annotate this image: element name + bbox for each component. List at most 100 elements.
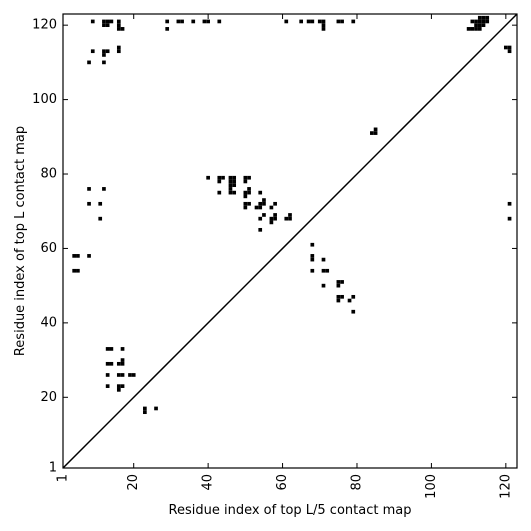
contact-cell-lower [76,254,80,258]
contact-cell-lower [232,183,237,188]
contact-cell-lower [243,190,248,195]
contact-cell-lower [228,190,233,195]
contact-cell-lower [109,347,114,351]
contact-cell-lower [116,361,121,366]
contact-cell-lower [262,213,266,217]
contact-cell-lower [128,373,132,377]
contact-cell-upper [105,19,110,24]
contact-cell-lower [288,216,292,221]
y-tick-label: 20 [40,390,57,405]
contact-cell-lower [310,254,315,258]
contact-cell-upper [336,19,341,24]
contact-cell-upper [470,27,475,31]
contact-cell-upper [373,127,378,132]
contact-cell-upper [116,49,121,54]
x-tick-label: 60 [275,474,290,491]
contact-cell-upper [466,27,471,31]
contact-cell-lower [258,201,263,206]
y-tick-label: 60 [40,241,57,256]
y-tick-label: 80 [40,167,57,182]
y-tick-label: 1 [49,461,57,476]
contact-cell-upper [109,19,114,24]
y-tick-label: 120 [32,18,57,33]
contact-cell-upper [102,49,106,54]
contact-cell-upper [474,27,478,31]
contact-cell-lower [258,190,263,195]
contact-cell-lower [232,175,237,180]
contact-cell-lower [273,213,277,217]
contact-cell-upper [306,19,311,24]
contact-cell-upper [120,27,125,31]
contact-cell-lower [105,347,110,351]
contact-cell-upper [87,60,91,65]
contact-cell-upper [477,19,482,24]
x-tick-label: 80 [349,474,364,491]
contact-cell-upper [90,49,95,54]
contact-cell-upper [102,53,106,57]
contact-cell-lower [102,187,106,191]
contact-cell-lower [321,283,326,288]
contact-cell-upper [477,23,482,28]
contact-cell-upper [284,19,289,24]
contact-cell-lower [232,179,237,184]
contact-cell-upper [477,27,482,31]
contact-cell-lower [87,254,91,258]
contact-cell-lower [116,373,121,377]
contact-cell-upper [481,15,486,20]
contact-cell-lower [105,373,110,377]
contact-cell-upper [317,19,322,24]
contact-cell-lower [258,227,263,232]
contact-cell-upper [481,19,486,24]
contact-cell-upper [507,45,512,50]
contact-cell-lower [131,373,136,377]
contact-cell-upper [481,23,486,28]
contact-cell-lower [273,216,277,221]
contact-cell-upper [351,19,356,24]
contact-cell-upper [474,23,478,28]
diagonal-line [62,13,518,469]
contact-cell-upper [105,49,110,54]
contact-cell-lower [336,294,341,299]
contact-cell-upper [116,45,121,50]
contact-cell-lower [243,201,248,206]
contact-cell-lower [254,205,259,210]
contact-cell-lower [143,410,147,415]
contact-cell-upper [321,23,326,28]
x-tick-label: 120 [498,474,513,499]
contact-cell-upper [503,45,508,50]
contact-cell-lower [217,179,222,184]
contact-cell-lower [351,309,356,314]
contact-cell-upper [370,131,374,135]
contact-cell-upper [470,19,475,24]
contact-cell-upper [202,19,207,24]
contact-cell-upper [116,27,121,31]
contact-cell-lower [98,201,103,206]
contact-cell-upper [321,27,326,31]
contact-cell-lower [228,183,233,188]
contact-cell-lower [310,257,315,262]
contact-cell-lower [105,361,110,366]
contact-cell-lower [154,406,158,411]
contact-cell-lower [247,187,251,191]
y-tick-label: 40 [40,315,57,330]
contact-cell-lower [98,216,103,221]
contact-cell-lower [288,213,292,217]
contact-cell-upper [180,19,184,24]
contact-cell-upper [321,19,326,24]
contact-cell-upper [191,19,196,24]
x-tick-label: 1 [56,474,71,482]
contact-cell-lower [247,201,251,206]
contact-cell-upper [310,19,315,24]
contact-cell-upper [485,15,490,20]
contact-cell-lower [243,194,248,199]
contact-cell-lower [120,347,125,351]
contact-cell-upper [217,19,222,24]
contact-cell-upper [102,19,106,24]
contact-cell-lower [336,298,341,303]
contact-cell-lower [120,361,125,366]
contact-cell-lower [340,280,344,284]
x-axis-ticks: 1 20 40 60 80 100 120 [56,14,513,499]
contact-cell-lower [72,268,77,273]
contact-cell-upper [90,19,95,24]
contact-cell-lower [243,205,248,210]
